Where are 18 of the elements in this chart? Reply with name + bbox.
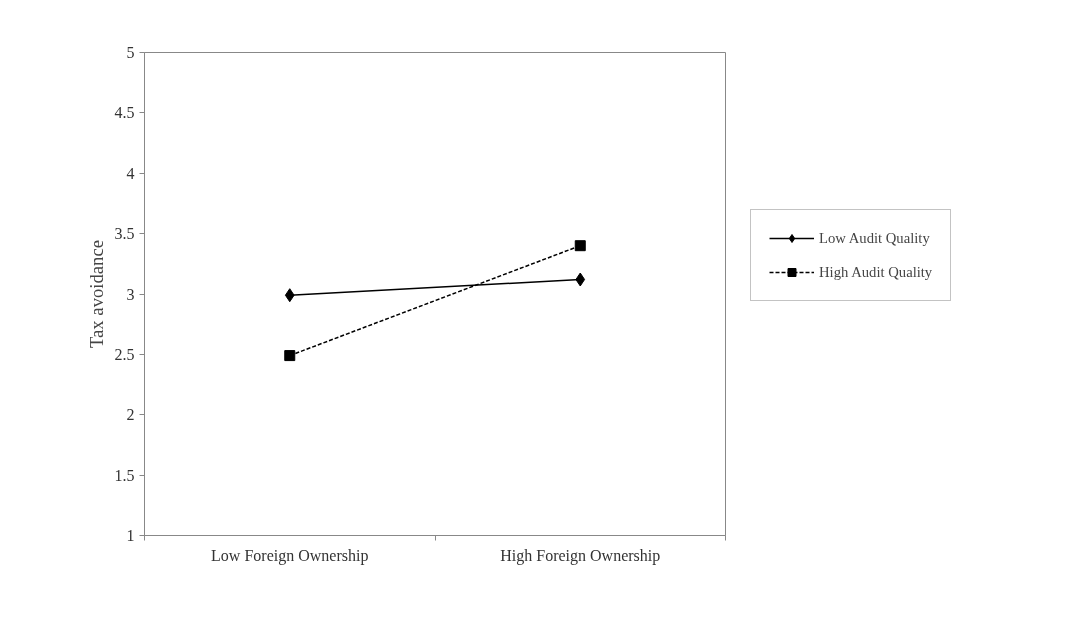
legend-label: Low Audit Quality [819,229,930,247]
y-tick-label: 4 [126,164,135,182]
y-tick-label: 5 [126,44,135,61]
point [575,272,586,287]
point [284,288,295,303]
y-tick-label: 3 [126,285,135,303]
y-tick-label: 1.5 [114,466,135,484]
y-tick-label: 3.5 [114,225,135,243]
legend-label: High Audit Quality [819,263,933,281]
x-tick-label: Low Foreign Ownership [211,546,369,565]
x-tick-label: High Foreign Ownership [500,546,661,565]
y-tick-label: 2.5 [114,345,135,363]
y-tick-label: 2 [126,406,135,424]
y-axis-title: Tax avoidance [85,240,107,348]
y-tick-label: 4.5 [114,104,135,122]
point [574,240,586,252]
point [284,350,296,362]
y-tick-label: 1 [126,527,135,544]
